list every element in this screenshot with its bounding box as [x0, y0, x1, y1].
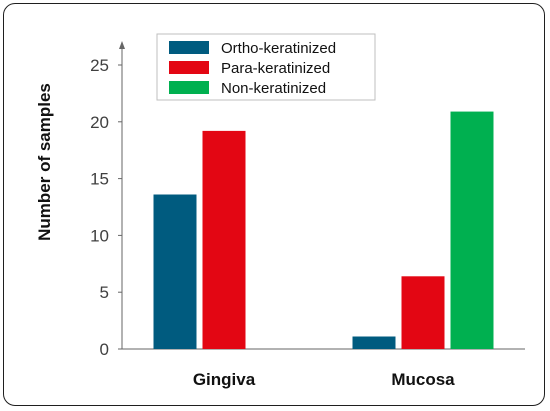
y-tick-label: 10 — [90, 226, 109, 245]
legend-swatch — [169, 41, 209, 54]
x-tick-label: Mucosa — [391, 370, 455, 389]
legend-entry: Ortho-keratinized — [221, 40, 336, 57]
bar-ortho-keratinized-mucosa — [352, 336, 396, 349]
legend-swatch — [169, 61, 209, 74]
y-tick-label: 25 — [90, 56, 109, 75]
legend-swatch — [169, 81, 209, 94]
y-tick-label: 15 — [90, 170, 109, 189]
y-tick-label: 0 — [100, 340, 109, 359]
y-axis-label: Number of samples — [35, 83, 54, 241]
legend-entry: Non-keratinized — [221, 80, 326, 97]
bar-non-keratinized-mucosa — [450, 111, 494, 350]
bar-para-keratinized-mucosa — [401, 276, 445, 349]
y-tick-label: 20 — [90, 113, 109, 132]
bar-para-keratinized-gingiva — [202, 130, 246, 349]
y-tick-label: 5 — [100, 283, 109, 302]
legend-entry: Para-keratinized — [221, 60, 330, 77]
bar-ortho-keratinized-gingiva — [153, 194, 197, 349]
x-tick-label: Gingiva — [193, 370, 256, 389]
y-axis-arrow — [119, 41, 125, 49]
